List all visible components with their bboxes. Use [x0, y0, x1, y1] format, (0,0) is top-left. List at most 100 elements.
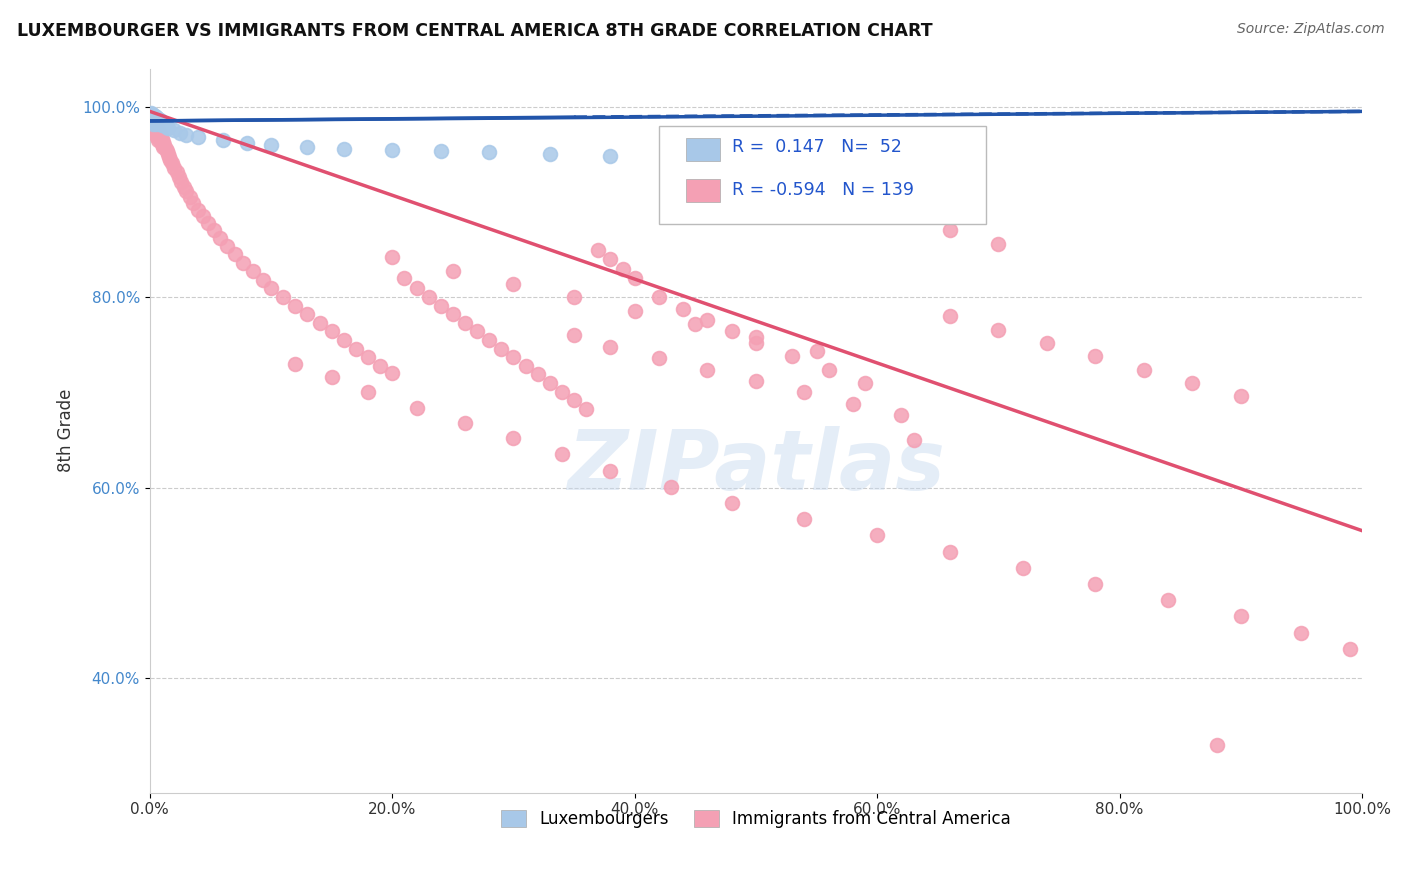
Point [599, 464, 621, 478]
Point [394, 271, 416, 285]
Point [145, 110, 167, 124]
Point [853, 376, 876, 390]
Point [148, 123, 170, 137]
Point [745, 330, 768, 344]
Point [599, 149, 621, 163]
Point [1036, 335, 1059, 350]
Point [143, 112, 166, 126]
Text: LUXEMBOURGER VS IMMIGRANTS FROM CENTRAL AMERICA 8TH GRADE CORRELATION CHART: LUXEMBOURGER VS IMMIGRANTS FROM CENTRAL … [17, 22, 932, 40]
Point [672, 301, 695, 316]
Point [903, 433, 925, 447]
Point [209, 231, 232, 245]
Point [551, 384, 574, 399]
Point [146, 125, 169, 139]
Point [454, 416, 477, 430]
Point [720, 325, 742, 339]
Point [1291, 625, 1313, 640]
Point [745, 335, 768, 350]
Point [890, 199, 912, 213]
Point [149, 114, 172, 128]
Point [142, 111, 165, 125]
Point [562, 393, 585, 408]
Point [166, 165, 188, 179]
Point [142, 123, 165, 137]
Point [562, 290, 585, 304]
Point [142, 112, 165, 127]
Point [381, 143, 404, 157]
Point [242, 264, 264, 278]
Point [308, 316, 330, 330]
Point [599, 340, 621, 354]
Point [429, 145, 451, 159]
Point [152, 116, 174, 130]
Point [141, 120, 163, 135]
Point [146, 111, 169, 125]
Point [148, 115, 170, 129]
Point [284, 357, 307, 371]
Point [297, 307, 319, 321]
Point [599, 252, 621, 266]
Point [149, 134, 172, 148]
Point [939, 310, 962, 324]
Point [139, 106, 162, 120]
Point [187, 130, 209, 145]
Point [890, 409, 912, 423]
Point [145, 123, 167, 137]
Point [659, 151, 682, 165]
Point [1339, 641, 1361, 656]
Point [236, 136, 259, 150]
Point [183, 195, 205, 210]
Point [866, 528, 889, 542]
Point [502, 277, 524, 291]
Point [648, 351, 671, 366]
Point [152, 139, 174, 153]
Text: R = -0.594   N = 139: R = -0.594 N = 139 [731, 181, 914, 199]
Point [623, 303, 645, 318]
Point [232, 256, 254, 270]
Point [197, 216, 219, 230]
Point [145, 115, 167, 129]
Point [148, 112, 170, 127]
Point [271, 290, 294, 304]
Point [1133, 362, 1156, 376]
Point [321, 325, 343, 339]
Point [146, 130, 169, 145]
Point [155, 142, 177, 156]
Point [224, 247, 246, 261]
Point [143, 109, 166, 123]
Point [1229, 609, 1251, 624]
Point [562, 328, 585, 343]
Point [685, 317, 707, 331]
Point [515, 359, 537, 373]
Point [202, 223, 225, 237]
Point [429, 299, 451, 313]
Point [149, 129, 172, 144]
Point [1157, 593, 1180, 607]
Point [217, 238, 239, 252]
Point [157, 120, 180, 135]
Point [153, 118, 176, 132]
Legend: Luxembourgers, Immigrants from Central America: Luxembourgers, Immigrants from Central A… [495, 804, 1018, 835]
Point [648, 290, 671, 304]
Point [145, 117, 167, 131]
Point [381, 250, 404, 264]
Point [939, 223, 962, 237]
Point [211, 133, 233, 147]
Point [187, 202, 209, 217]
Point [179, 190, 201, 204]
Point [588, 243, 610, 257]
Point [1084, 577, 1107, 591]
Point [142, 114, 165, 128]
Bar [686, 179, 720, 202]
Point [148, 116, 170, 130]
Text: Source: ZipAtlas.com: Source: ZipAtlas.com [1237, 22, 1385, 37]
Point [491, 342, 513, 356]
Point [142, 117, 165, 131]
Point [575, 401, 598, 416]
Point [149, 117, 172, 131]
Point [150, 115, 173, 129]
Point [141, 111, 163, 125]
Point [1205, 738, 1227, 752]
Point [368, 359, 391, 373]
Point [478, 145, 501, 160]
